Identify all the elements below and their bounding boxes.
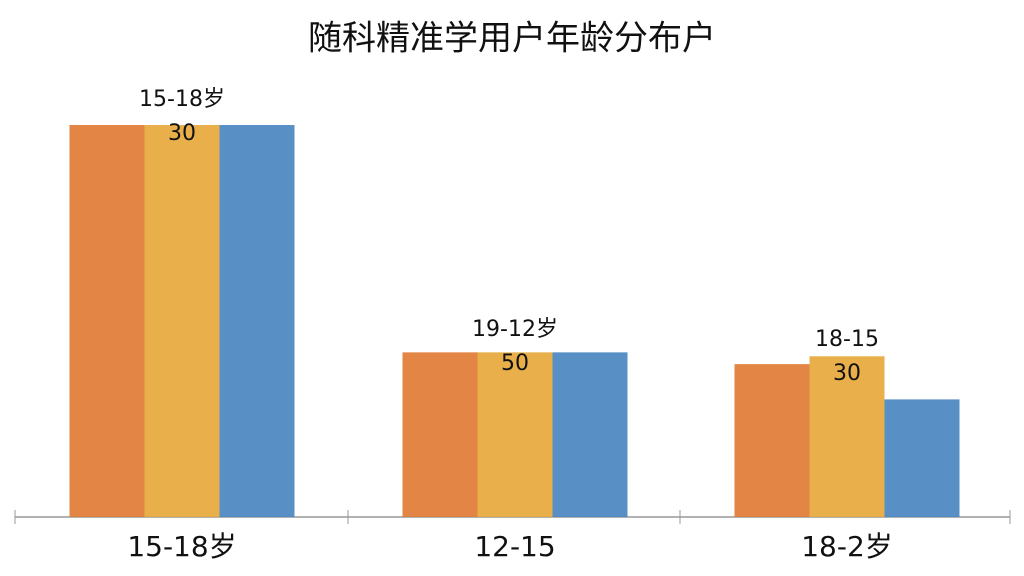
bar (219, 125, 295, 517)
annotation-label: 18-15 (815, 327, 879, 352)
bar (734, 364, 810, 517)
bar (69, 125, 145, 517)
annotation-value: 50 (501, 351, 529, 376)
x-tick-label: 18-2岁 (801, 530, 893, 563)
annotation-label: 19-12岁 (472, 317, 558, 342)
chart-title: 随科精准学用户年龄分布户 (308, 19, 716, 59)
bar (477, 352, 553, 517)
annotation-value: 30 (168, 121, 196, 146)
bar (809, 356, 885, 517)
bar (552, 352, 628, 517)
bar (402, 352, 478, 517)
x-tick-label: 15-18岁 (127, 530, 236, 563)
bar (144, 125, 220, 517)
bar (884, 399, 960, 517)
annotation-value: 30 (833, 361, 861, 386)
x-tick-label: 12-15 (474, 530, 555, 563)
annotation-label: 15-18岁 (139, 87, 225, 112)
